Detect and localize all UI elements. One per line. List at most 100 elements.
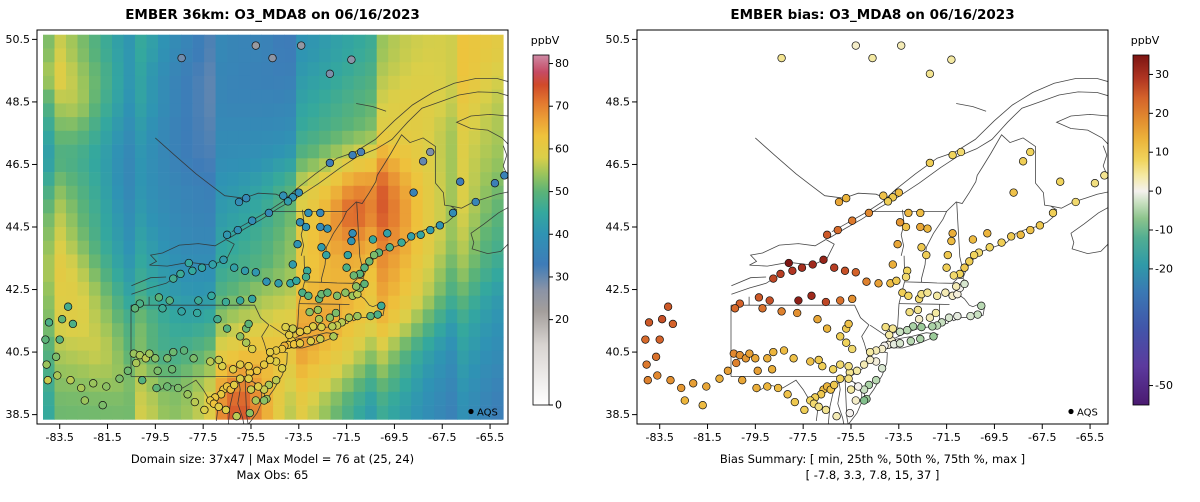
station-dot [923,288,932,297]
station-dot [1016,230,1025,239]
station-dot [851,268,860,277]
station-dot [916,208,925,218]
station-dot [901,222,911,232]
station-dot [233,225,242,235]
station-dot [897,41,906,50]
station-dot [892,276,901,285]
station-dot [655,335,664,344]
station-dot [230,263,239,272]
station-dot [236,374,245,383]
station-dot [347,236,356,246]
station-dot [63,302,73,311]
station-dot [968,235,978,244]
x-tick-label: -83.5 [45,431,73,444]
station-dot [98,401,107,410]
station-dot [234,197,244,207]
station-dot [738,376,747,385]
station-dot [848,216,857,225]
y-tick-label: 50.5 [6,33,31,46]
station-dot [177,307,186,316]
station-dot [197,263,207,272]
station-dot [960,263,969,272]
station-dot [348,150,357,160]
station-dot [763,382,772,391]
station-dot [848,294,857,304]
station-points-layer [41,41,508,421]
station-dot [916,334,925,344]
station-dot [840,266,850,275]
station-dot [283,197,293,206]
station-dot [347,55,356,64]
station-dot [244,319,253,329]
x-tick-label: -71.5 [932,431,960,444]
station-dot [753,366,762,375]
station-dot [265,355,275,365]
station-dot [245,408,254,418]
station-dot [252,366,262,375]
station-dot [407,232,416,241]
station-dot [317,322,326,332]
station-dot [844,374,853,383]
station-dot [163,354,172,363]
station-dot [169,347,178,357]
station-dot [745,349,754,358]
station-dot [214,355,223,365]
colorbar-tick-label: 80 [555,57,569,70]
station-dot [316,222,325,232]
station-dot [236,332,245,341]
station-dot [894,188,903,197]
station-dot [448,208,458,218]
station-dot [115,374,124,383]
station-dot [373,310,382,319]
station-dot [865,347,875,357]
station-dot [931,308,941,318]
model-caption-line1: Domain size: 37x47 | Max Model = 76 at (… [131,452,414,466]
colorbar-gradient [532,54,550,406]
station-dot [219,255,228,264]
bias-map-title: EMBER bias: O3_MDA8 on 06/16/2023 [730,7,1014,23]
station-dot [132,358,141,368]
colorbar: 0 20 30 40 50 60 70 80 [532,54,569,412]
station-dot [188,266,197,275]
axes-ticks: -83.5 -81.5 -79.5 -77.5 -75.5 -73.5 -71.5 -69.5… [6,33,505,444]
station-dot [356,147,366,157]
station-dot [221,297,231,307]
station-dot [348,229,357,238]
aqs-legend-label: AQS [1077,408,1098,419]
geography-outlines-layer [730,78,1108,424]
x-tick-label: -67.5 [1028,431,1056,444]
station-dot [262,277,271,286]
station-dot [903,326,912,335]
station-dot [173,383,183,393]
station-dot [246,385,256,394]
model-map-panel: -83.5 -81.5 -79.5 -77.5 -75.5 -73.5 -71.5 -69.5… [6,7,570,482]
station-dot [783,390,792,399]
station-dot [316,334,325,344]
station-dot [952,282,961,291]
y-tick-label: 44.5 [606,221,631,234]
station-dot [325,69,335,78]
station-dot [642,360,651,369]
station-dot [244,362,253,371]
station-dot [342,263,351,272]
station-dot [206,357,215,366]
station-dot [295,339,305,348]
station-dot [922,250,931,260]
station-dot [895,327,905,336]
station-dot [842,338,851,347]
colorbar-gradient [1132,54,1150,406]
station-dot [928,322,937,331]
y-tick-label: 42.5 [606,283,631,296]
station-dot [214,402,223,411]
station-dot [864,208,874,218]
y-tick-label: 46.5 [606,158,631,171]
station-dot [752,383,761,393]
station-dot [925,313,935,322]
model-raster-layer [43,34,504,420]
station-dot [89,379,98,388]
station-dot [295,218,305,227]
map-layer [41,34,508,424]
station-dot [985,243,994,252]
x-tick-label: -71.5 [332,431,360,444]
model-colorbar-unit-label: ppbV [531,34,560,47]
